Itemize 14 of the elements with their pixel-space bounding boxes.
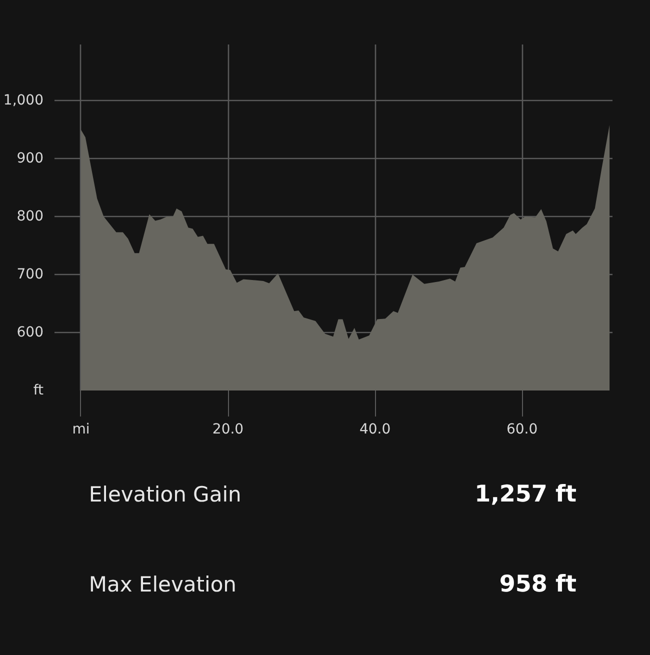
y-tick-label: 900 [16, 150, 44, 167]
text: 958 ft [499, 572, 576, 598]
y-tick-label: 600 [16, 324, 44, 341]
y-tick-label: 800 [16, 208, 44, 225]
text: Max Elevation [88, 572, 236, 596]
text: 1,257 ft [474, 482, 576, 508]
x-tick-label: 20.0 [212, 422, 244, 438]
x-tick-label: 40.0 [359, 422, 391, 438]
y-tick-label: ft [33, 382, 44, 398]
text: Elevation Gain [88, 482, 242, 506]
x-tick-label: 60.0 [506, 422, 538, 438]
x-tick-label: mi [72, 422, 90, 438]
y-tick-label: 700 [16, 266, 44, 283]
y-tick-label: 1,000 [3, 92, 44, 109]
